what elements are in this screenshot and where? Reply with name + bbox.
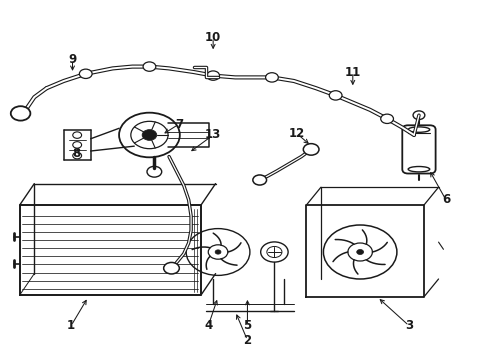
Circle shape xyxy=(303,144,319,155)
Circle shape xyxy=(147,166,162,177)
Text: 9: 9 xyxy=(69,53,76,66)
Circle shape xyxy=(357,249,364,255)
Ellipse shape xyxy=(408,166,430,172)
Circle shape xyxy=(266,73,278,82)
Text: 8: 8 xyxy=(72,147,80,159)
Circle shape xyxy=(11,106,30,121)
Text: 1: 1 xyxy=(67,319,75,332)
Circle shape xyxy=(381,114,393,123)
Circle shape xyxy=(413,111,425,120)
Circle shape xyxy=(329,91,342,100)
Text: 12: 12 xyxy=(288,127,305,140)
Circle shape xyxy=(73,152,81,159)
Circle shape xyxy=(73,132,81,138)
Ellipse shape xyxy=(408,127,430,132)
Text: 13: 13 xyxy=(205,129,221,141)
Circle shape xyxy=(261,242,288,262)
Circle shape xyxy=(207,71,220,80)
Circle shape xyxy=(164,262,179,274)
Text: 10: 10 xyxy=(205,31,221,44)
Circle shape xyxy=(215,250,221,254)
FancyBboxPatch shape xyxy=(402,125,436,174)
Circle shape xyxy=(79,69,92,78)
Text: 2: 2 xyxy=(244,334,251,347)
Circle shape xyxy=(142,130,157,140)
Text: 5: 5 xyxy=(244,319,251,332)
Text: 3: 3 xyxy=(405,319,413,332)
Circle shape xyxy=(143,62,156,71)
Text: 7: 7 xyxy=(175,118,183,131)
Circle shape xyxy=(73,141,81,148)
Circle shape xyxy=(253,175,267,185)
Text: 11: 11 xyxy=(344,66,361,78)
Text: 6: 6 xyxy=(442,193,450,206)
Text: 4: 4 xyxy=(204,319,212,332)
